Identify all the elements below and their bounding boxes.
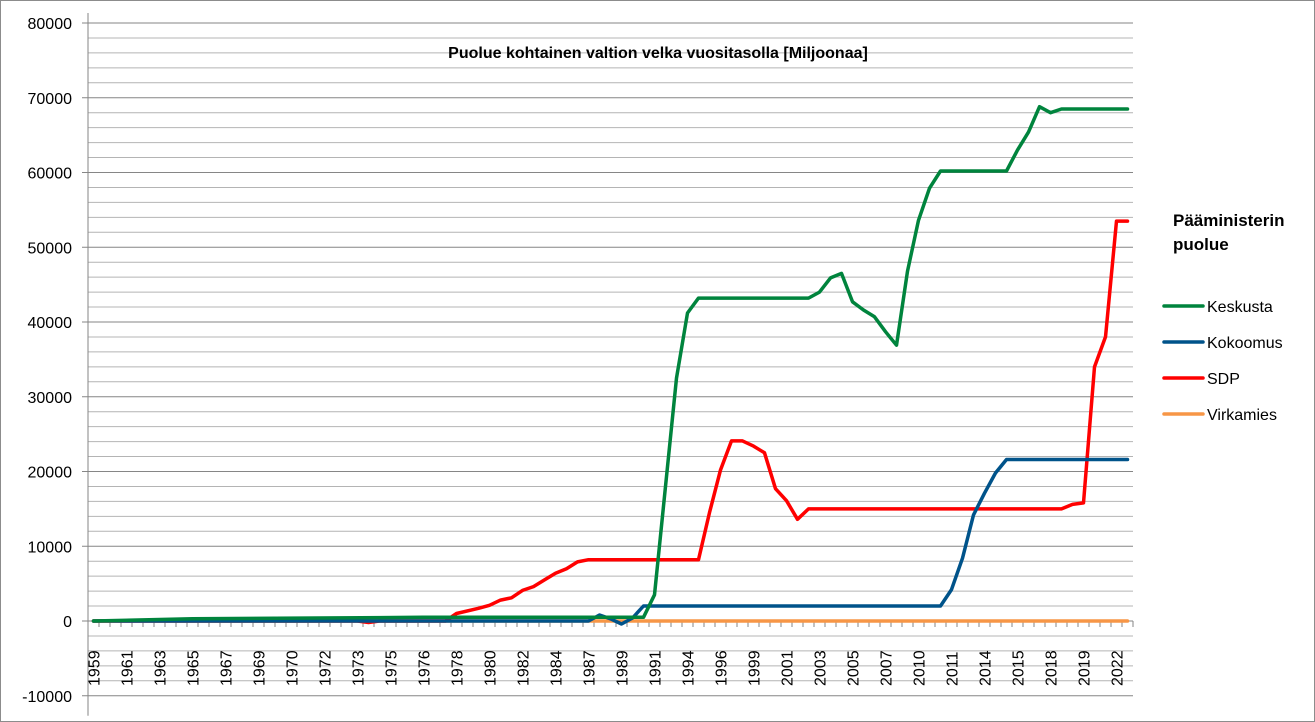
x-tick-label: 1982 — [516, 650, 533, 686]
x-tick-label: 1967 — [219, 650, 236, 686]
y-tick-label: 0 — [63, 614, 72, 631]
x-tick-label: 1980 — [483, 650, 500, 686]
gridlines — [88, 22, 1133, 697]
x-tick-label: 1975 — [384, 650, 401, 686]
x-tick-label: 2019 — [1077, 650, 1094, 686]
x-axis-tick-labels: 1959 1961 1963 1965 1967 1969 1970 1972 1973 1975… — [87, 650, 1127, 686]
x-tick-label: 1961 — [120, 650, 137, 686]
x-tick-label: 2003 — [813, 650, 830, 686]
x-tick-label: 2010 — [912, 650, 929, 686]
x-tick-label: 1984 — [549, 650, 566, 686]
x-tick-label: 1963 — [153, 650, 170, 686]
y-tick-label: 70000 — [28, 91, 73, 108]
series-line-sdp — [91, 219, 1130, 625]
y-tick-label: 40000 — [28, 315, 73, 332]
x-tick-label: 1969 — [252, 650, 269, 686]
x-tick-label: 1978 — [450, 650, 467, 686]
x-tick-label: 2005 — [846, 650, 863, 686]
x-tick-label: 2011 — [945, 651, 962, 686]
y-tick-label: 10000 — [28, 539, 73, 556]
y-axis-tick-labels: -10000 0 10000 20000 30000 40000 50000 60000 700… — [22, 16, 88, 706]
y-tick-label: 50000 — [28, 240, 73, 257]
y-tick-label: 80000 — [28, 16, 73, 33]
axes — [87, 13, 1134, 716]
x-tick-label: 1994 — [681, 650, 698, 686]
x-tick-label: 2001 — [780, 650, 797, 686]
x-tick-label: 1999 — [747, 650, 764, 686]
x-tick-label: 1996 — [714, 650, 731, 686]
x-tick-label: 2014 — [978, 650, 995, 686]
legend-label-kokoomus: Kokoomus — [1207, 335, 1283, 352]
x-tick-label: 1965 — [186, 650, 203, 686]
legend-label-keskusta: Keskusta — [1207, 299, 1273, 316]
series-line-keskusta — [91, 104, 1130, 623]
x-tick-label: 2007 — [879, 650, 896, 686]
x-tick-label: 1972 — [318, 650, 335, 686]
x-tick-label: 1991 — [648, 650, 665, 686]
y-tick-label: -10000 — [22, 689, 72, 706]
x-tick-label: 1987 — [582, 650, 599, 686]
series-line-kokoomus — [91, 457, 1130, 626]
y-tick-label: 60000 — [28, 166, 73, 183]
y-tick-label: 30000 — [28, 390, 73, 407]
series-lines — [91, 104, 1130, 626]
x-tick-label: 2015 — [1011, 650, 1028, 686]
legend-label-virkamies: Virkamies — [1207, 407, 1277, 424]
y-tick-label: 20000 — [28, 465, 73, 482]
x-tick-label: 2018 — [1044, 650, 1061, 686]
x-tick-label: 1989 — [615, 650, 632, 686]
chart-title: Puolue kohtainen valtion velka vuositaso… — [448, 45, 868, 62]
legend-title: Pääministerin puolue — [1173, 211, 1285, 254]
x-tick-label: 2022 — [1110, 650, 1127, 686]
legend-label-sdp: SDP — [1207, 371, 1240, 388]
x-tick-label: 1973 — [351, 650, 368, 686]
x-tick-label: 1976 — [417, 650, 434, 686]
x-tick-label: 1959 — [87, 650, 104, 686]
legend: Pääministerin puolue Keskusta Kokoomus SDP V… — [1162, 211, 1285, 424]
x-tick-label: 1970 — [285, 650, 302, 686]
